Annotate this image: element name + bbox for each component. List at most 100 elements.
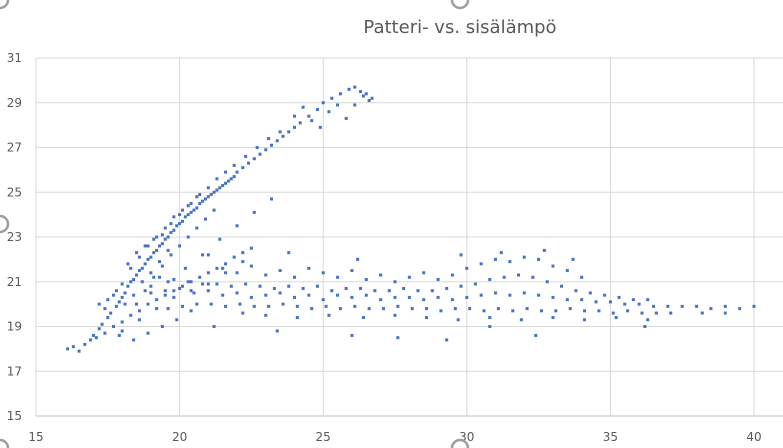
scatter-point [580, 298, 584, 302]
scatter-point [281, 134, 285, 138]
scatter-point [425, 316, 429, 320]
scatter-point [203, 217, 207, 221]
selection-handles [0, 0, 470, 448]
scatter-point [465, 266, 469, 270]
scatter-point [120, 329, 124, 333]
scatter-point [189, 280, 193, 284]
scatter-point [258, 284, 262, 288]
scatter-point [278, 130, 282, 134]
x-tick-label: 25 [316, 430, 331, 444]
scatter-point [465, 295, 469, 299]
scatter-point [152, 275, 156, 279]
scatter-point [132, 293, 136, 297]
scatter-point [393, 295, 397, 299]
scatter-point [215, 266, 219, 270]
scatter-point [387, 289, 391, 293]
scatter-point [232, 163, 236, 167]
scatter-point [206, 253, 210, 257]
scatter-point [149, 284, 153, 288]
scatter-point [232, 175, 236, 179]
scatter-point [249, 295, 253, 299]
scatter-point [189, 309, 193, 313]
scatter-point [100, 322, 104, 326]
scatter-point [370, 96, 374, 100]
scatter-point [229, 177, 233, 181]
scatter-point [654, 311, 658, 315]
scatter-point [496, 307, 500, 311]
scatter-point [494, 291, 498, 295]
scatter-point [94, 336, 98, 340]
resize-handle-top-center[interactable] [450, 0, 470, 10]
scatter-point [140, 266, 144, 270]
scatter-point [224, 262, 228, 266]
scatter-point [132, 338, 136, 342]
chart-title: Patteri- vs. sisälämpö [363, 17, 556, 38]
scatter-point [186, 280, 190, 284]
scatter-point [169, 231, 173, 235]
scatter-point [143, 244, 147, 248]
scatter-point [502, 275, 506, 279]
scatter-point [109, 311, 113, 315]
scatter-point [583, 309, 587, 313]
scatter-point [252, 157, 256, 161]
scatter-point [278, 291, 282, 295]
scatter-point [172, 289, 176, 293]
scatter-point [525, 307, 529, 311]
scatter-point [321, 298, 325, 302]
x-tick-label: 15 [28, 430, 43, 444]
scatter-point [522, 255, 526, 259]
y-axis-ticks: 15 17 19 21 23 25 27 29 31 [7, 51, 22, 423]
scatter-point [183, 215, 187, 219]
scatter-point [560, 284, 564, 288]
scatter-point [206, 271, 210, 275]
scatter-point [178, 222, 182, 226]
scatter-point [669, 311, 673, 315]
scatter-point [307, 114, 311, 118]
resize-handle-bottom-center[interactable] [450, 438, 470, 448]
scatter-point [112, 293, 116, 297]
scatter-point [539, 309, 543, 313]
scatter-point [321, 101, 325, 105]
scatter-point [146, 302, 150, 306]
scatter-point [255, 146, 259, 149]
scatter-point [617, 295, 621, 299]
scatter-point [473, 282, 477, 286]
scatter-point [91, 333, 95, 337]
scatter-point [146, 244, 150, 248]
scatter-point [163, 226, 167, 230]
scatter-point [247, 161, 251, 165]
scatter-point [120, 282, 124, 286]
scatter-point [212, 208, 216, 212]
scatter-point [519, 318, 523, 322]
scatter-point [172, 278, 176, 282]
scatter-point [169, 222, 173, 226]
scatter-point [330, 96, 334, 100]
scatter-point [135, 251, 139, 255]
y-tick-label: 25 [7, 185, 22, 199]
resize-handle-middle-left[interactable] [0, 214, 10, 234]
scatter-point [189, 210, 193, 214]
scatter-point [603, 293, 607, 297]
scatter-point [623, 302, 627, 306]
resize-handle-bottom-left[interactable] [0, 438, 10, 448]
scatter-point [221, 184, 225, 188]
scatter-point [195, 226, 199, 230]
scatter-point [143, 289, 147, 293]
scatter-point [137, 309, 141, 313]
scatter-point [275, 329, 279, 333]
scatter-point [614, 316, 618, 320]
scatter-point [436, 278, 440, 282]
scatter-point [149, 255, 153, 259]
scatter-point [192, 291, 196, 295]
resize-handle-top-left[interactable] [0, 0, 10, 10]
y-tick-label: 19 [7, 320, 22, 334]
scatter-point [445, 286, 449, 290]
scatter-point [123, 302, 127, 306]
scatter-point [172, 295, 176, 299]
scatter-point [407, 275, 411, 279]
scatter-point [180, 208, 184, 212]
scatter-point [430, 289, 434, 293]
scatter-point [189, 201, 193, 205]
scatter-point [114, 289, 118, 293]
scatter-point [646, 298, 650, 302]
